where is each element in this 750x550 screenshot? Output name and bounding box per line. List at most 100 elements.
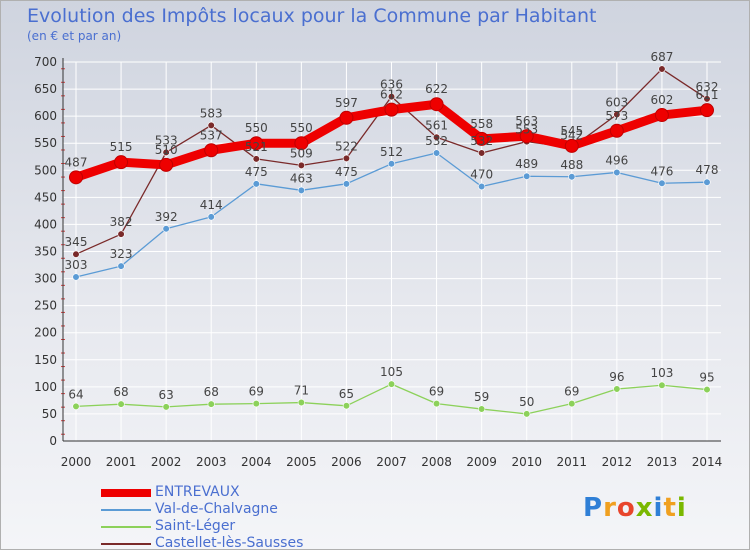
legend-label: ENTREVAUX (155, 484, 240, 500)
data-label: 303 (65, 258, 88, 272)
data-label: 563 (515, 114, 538, 128)
x-tick-label: 2008 (421, 455, 452, 469)
data-label: 95 (699, 371, 714, 385)
data-label: 68 (113, 385, 128, 399)
x-tick-label: 2012 (602, 455, 633, 469)
data-label: 496 (605, 153, 628, 167)
series-point (162, 225, 170, 233)
data-label: 68 (204, 385, 219, 399)
data-label: 475 (245, 165, 268, 179)
data-label: 561 (425, 118, 448, 132)
series-point (703, 385, 711, 394)
data-label: 611 (696, 88, 719, 102)
x-tick-label: 2011 (557, 455, 588, 469)
series-point (474, 131, 489, 146)
logo-letter: P (583, 493, 604, 523)
data-label: 487 (65, 155, 88, 169)
series-point (384, 102, 399, 117)
series-point (207, 400, 215, 408)
axis-layer: 0501001502002503003504004505005506006507… (34, 55, 722, 469)
data-label: 550 (245, 121, 268, 135)
data-label: 475 (335, 165, 358, 179)
data-label: 64 (68, 387, 83, 401)
series-point (387, 93, 396, 101)
data-label: 50 (519, 395, 534, 409)
series-point (339, 110, 354, 125)
data-label: 69 (249, 385, 264, 399)
series-point (387, 160, 396, 168)
series-point (204, 143, 219, 158)
x-tick-label: 2001 (106, 455, 137, 469)
series-point (658, 179, 666, 187)
data-label: 573 (605, 109, 628, 123)
series-point (654, 108, 669, 123)
x-tick-label: 2007 (376, 455, 407, 469)
data-label: 96 (609, 370, 624, 384)
y-tick-label: 400 (34, 217, 57, 231)
data-label: 537 (200, 128, 223, 142)
series-point (523, 172, 531, 180)
data-label: 622 (425, 82, 448, 96)
series-point (478, 149, 486, 157)
legend-swatch (101, 509, 151, 511)
y-tick-label: 150 (34, 353, 57, 367)
x-tick-label: 2005 (286, 455, 317, 469)
y-tick-label: 500 (34, 163, 57, 177)
data-label: 612 (380, 88, 403, 102)
legend-swatch (101, 526, 151, 528)
series-point (432, 400, 441, 408)
series-point (429, 97, 444, 112)
series-point (207, 121, 215, 129)
data-label: 489 (515, 157, 538, 171)
y-tick-label: 200 (34, 326, 57, 340)
y-tick-label: 50 (42, 407, 57, 421)
data-label: 583 (200, 106, 223, 120)
logo-letter: i (676, 493, 687, 523)
data-label: 636 (380, 78, 403, 92)
data-label: 69 (429, 385, 444, 399)
x-tick-label: 2004 (241, 455, 272, 469)
legend-label: Saint-Léger (155, 518, 236, 534)
series-point (162, 403, 170, 411)
y-tick-label: 700 (34, 55, 57, 69)
series-point (297, 186, 305, 194)
y-tick-label: 650 (34, 82, 57, 96)
data-label: 533 (155, 133, 178, 147)
series-point (478, 182, 486, 191)
x-tick-label: 2002 (151, 455, 182, 469)
series-point (568, 173, 576, 181)
x-tick-label: 2014 (692, 455, 723, 469)
x-tick-label: 2009 (466, 455, 497, 469)
series-point (72, 402, 80, 410)
logo-letter: t (663, 493, 677, 523)
data-label: 553 (515, 123, 538, 137)
series-point (117, 230, 125, 238)
data-label: 103 (650, 366, 673, 380)
x-tick-label: 2010 (511, 455, 542, 469)
logo-letter: x (635, 493, 654, 523)
series-point (658, 65, 666, 73)
chart-subtitle: (en € et par an) (27, 29, 122, 43)
data-label: 323 (110, 247, 133, 261)
series-point (613, 168, 621, 177)
data-label: 382 (110, 215, 133, 229)
series-point (700, 103, 714, 118)
data-label: 71 (294, 384, 309, 398)
series-point (114, 155, 129, 170)
series-point (609, 123, 624, 138)
y-tick-label: 300 (34, 272, 57, 286)
logo-letter: o (616, 493, 636, 523)
series-point (519, 129, 534, 144)
series-point (432, 133, 441, 141)
data-label: 470 (470, 168, 493, 182)
data-label: 69 (564, 385, 579, 399)
series-point (72, 273, 80, 281)
data-label: 522 (335, 139, 358, 153)
data-label: 478 (696, 163, 719, 177)
data-label: 510 (155, 143, 178, 157)
data-label: 63 (159, 388, 174, 402)
series-point (703, 95, 711, 103)
legend-label: Castellet-lès-Sausses (155, 535, 304, 550)
data-label: 532 (425, 134, 448, 148)
